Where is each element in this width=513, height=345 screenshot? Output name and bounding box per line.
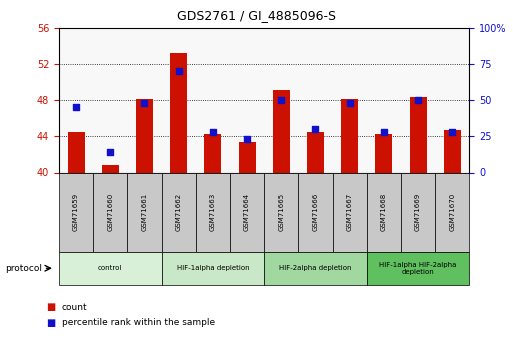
Text: control: control [98, 265, 123, 271]
Text: GSM71666: GSM71666 [312, 193, 319, 231]
Text: GSM71659: GSM71659 [73, 193, 79, 231]
Bar [204, 134, 222, 172]
Bar [409, 97, 427, 172]
Text: ■: ■ [46, 318, 55, 327]
Text: HIF-1alpha depletion: HIF-1alpha depletion [176, 265, 249, 271]
Point [277, 97, 285, 103]
Text: GSM71660: GSM71660 [107, 193, 113, 231]
Text: GSM71670: GSM71670 [449, 193, 456, 231]
Point [414, 97, 422, 103]
Bar [136, 99, 153, 172]
Text: HIF-2alpha depletion: HIF-2alpha depletion [279, 265, 352, 271]
Point [243, 136, 251, 142]
Point [72, 105, 80, 110]
Bar [273, 90, 290, 172]
Bar [68, 132, 85, 172]
Point [209, 129, 217, 135]
Text: count: count [62, 303, 87, 312]
Point [174, 68, 183, 74]
Text: GSM71669: GSM71669 [415, 193, 421, 231]
Bar [102, 165, 119, 172]
Bar [444, 130, 461, 172]
Text: GSM71661: GSM71661 [142, 193, 148, 231]
Point [141, 100, 149, 106]
Text: GSM71663: GSM71663 [210, 193, 216, 231]
Point [311, 126, 320, 132]
Text: HIF-1alpha HIF-2alpha
depletion: HIF-1alpha HIF-2alpha depletion [380, 262, 457, 275]
Text: GSM71665: GSM71665 [278, 193, 284, 231]
Bar [307, 132, 324, 172]
Bar [341, 99, 358, 172]
Point [106, 149, 114, 155]
Bar [170, 53, 187, 172]
Text: percentile rank within the sample: percentile rank within the sample [62, 318, 214, 327]
Point [346, 100, 354, 106]
Text: GSM71664: GSM71664 [244, 193, 250, 231]
Bar [239, 142, 255, 172]
Text: ■: ■ [46, 302, 55, 312]
Text: GSM71667: GSM71667 [347, 193, 353, 231]
Text: GSM71662: GSM71662 [175, 193, 182, 231]
Text: protocol: protocol [5, 264, 42, 273]
Text: GSM71668: GSM71668 [381, 193, 387, 231]
Point [380, 129, 388, 135]
Point [448, 129, 457, 135]
Text: GDS2761 / GI_4885096-S: GDS2761 / GI_4885096-S [177, 9, 336, 22]
Bar [376, 134, 392, 172]
